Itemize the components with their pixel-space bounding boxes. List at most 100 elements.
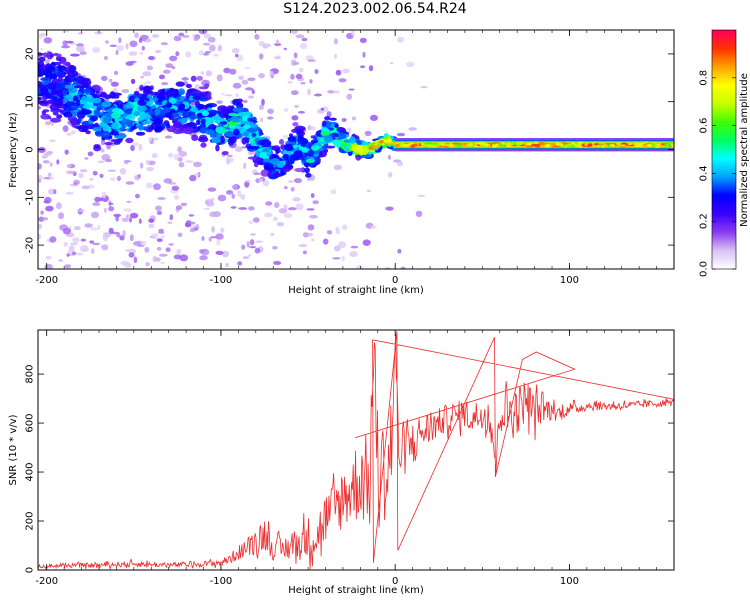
spectrogram-cell: [332, 139, 342, 147]
spectrogram-cell: [201, 236, 205, 241]
spectrogram-cell: [230, 206, 237, 209]
spectrogram-cell: [278, 161, 285, 168]
spectrogram-cell: [67, 74, 72, 79]
spectrogram-cell: [283, 134, 288, 139]
spectrogram-cell: [99, 173, 104, 178]
spectrogram-cell: [115, 214, 119, 222]
spectrogram-cell: [160, 235, 165, 238]
spectrogram-cell: [116, 232, 121, 238]
spectrogram-cell: [153, 91, 158, 96]
spectrogram-cell: [330, 189, 337, 195]
snr-x-tick-label: 100: [560, 576, 579, 587]
snr-y-tick-label: 800: [25, 365, 36, 384]
spectrogram-cell: [207, 36, 216, 43]
spectrogram-cell: [39, 86, 49, 94]
spectrogram-cell: [216, 239, 221, 246]
spectrogram-cell: [61, 45, 71, 49]
spectrogram-cell: [105, 40, 109, 44]
spectrogram-cell: [215, 250, 224, 255]
spectrogram-cell: [298, 244, 308, 248]
spectrogram-cell: [322, 238, 329, 245]
colorbar: 0.0 0.2 0.4 0.6 0.8 Normalized spectral ampl…: [699, 29, 750, 277]
spectrogram-cell: [178, 32, 185, 37]
spectrogram-cell: [174, 92, 179, 96]
spectrogram-cell: [129, 212, 139, 219]
spectrogram-cell: [108, 206, 115, 212]
spectrogram-cell: [244, 136, 250, 144]
spectrogram-cell: [119, 235, 125, 241]
spectrogram-cell: [200, 142, 207, 148]
spectrogram-cell: [217, 194, 227, 202]
spectrogram-cell: [152, 34, 160, 38]
spectrogram-cell: [90, 227, 98, 231]
spectrogram-cell: [108, 78, 113, 83]
spectrogram-cell: [45, 255, 52, 260]
spectrogram-cell: [208, 44, 216, 52]
spectrogram-cell: [390, 62, 394, 65]
spectrogram-cell: [326, 230, 333, 235]
spectrogram-cell: [417, 194, 426, 197]
spectrogram-cell: [38, 56, 46, 62]
spectrogram-cell: [198, 30, 208, 35]
spectrogram-cell: [92, 170, 98, 176]
spectrogram-cell: [185, 92, 190, 100]
spectrogram-cell: [273, 260, 282, 265]
spectrogram-cell: [55, 202, 62, 210]
spectrogram-cell: [196, 126, 201, 131]
spectrogram-cell: [67, 116, 78, 122]
spectrogram-cell: [633, 142, 639, 147]
spectrogram-cell: [43, 37, 53, 44]
spectrogram-cell: [71, 70, 79, 77]
spectrogram-cell: [177, 146, 183, 153]
spectrogram-cell: [208, 236, 213, 242]
spectrogram-cell: [132, 241, 141, 246]
spectrogram-cell: [96, 106, 102, 111]
spectrogram-cell: [185, 160, 194, 163]
spectrogram-cell: [200, 118, 207, 125]
spectrogram-cell: [490, 142, 497, 145]
spectrogram-cell: [105, 158, 113, 163]
spectrogram-cells: [38, 30, 674, 269]
spectrogram-cell: [119, 167, 127, 175]
spectrogram-cell: [144, 246, 150, 253]
spectrogram-cell: [249, 239, 255, 246]
spectrogram-cell: [76, 99, 81, 107]
spectrogram-cell: [65, 106, 75, 112]
spectrogram-cell: [102, 131, 110, 138]
spectrogram-cell: [307, 125, 312, 131]
spectrogram-cell: [248, 151, 255, 156]
spectrogram-cell: [238, 75, 245, 81]
spectrogram-cell: [108, 227, 114, 235]
spectrogram-x-tick-label: 0: [392, 275, 398, 286]
spectrogram-cell: [158, 231, 165, 234]
spectrogram-cell: [205, 118, 213, 125]
snr-x-tick-label: 0: [392, 576, 398, 587]
spectrogram-cell: [97, 130, 102, 135]
spectrogram-cell: [290, 187, 295, 192]
spectrogram-cell: [396, 132, 406, 137]
spectrogram-cell: [116, 175, 121, 182]
spectrogram-cell: [290, 73, 295, 80]
spectrogram-cell: [100, 148, 105, 153]
spectrogram-cell: [94, 196, 101, 203]
spectrogram-cell: [174, 194, 180, 200]
spectrogram-cell: [254, 247, 261, 254]
spectrogram-cell: [157, 197, 166, 200]
spectrogram-cell: [141, 35, 147, 42]
spectrogram-cell: [92, 47, 101, 53]
spectrogram-cell: [232, 107, 244, 113]
spectrogram-cell: [137, 244, 145, 247]
spectrogram-cell: [164, 135, 172, 139]
snr-x-tick-label: -100: [210, 576, 233, 587]
spectrogram-cell: [177, 88, 185, 96]
spectrogram-cell: [165, 63, 174, 68]
spectrogram-cell: [142, 126, 149, 131]
spectrogram-cell: [447, 143, 453, 148]
spectrogram-cell: [128, 217, 133, 223]
spectrogram-cell: [128, 252, 135, 258]
colorbar-tick-label: 0.6: [699, 118, 710, 134]
spectrogram-cell: [343, 139, 351, 143]
spectrogram-cell: [217, 105, 228, 112]
chart-title: S124.2023.002.06.54.R24: [283, 1, 467, 17]
spectrogram-cell: [388, 171, 393, 178]
